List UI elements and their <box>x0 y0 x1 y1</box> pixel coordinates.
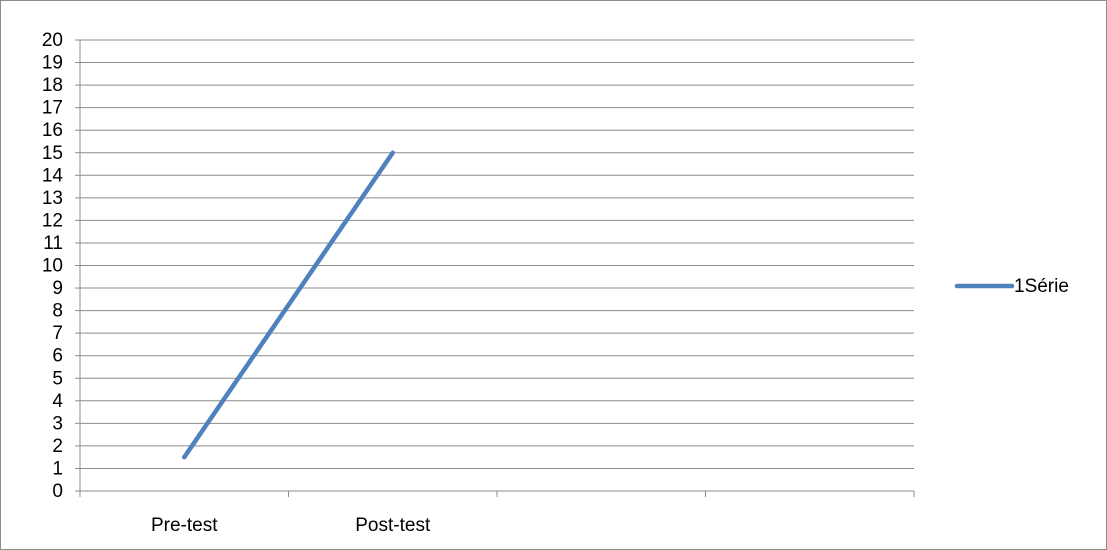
legend-label: 1Série <box>1014 276 1069 297</box>
y-tick-label: 18 <box>42 75 63 96</box>
y-tick-label: 6 <box>52 346 63 367</box>
y-tick-label: 11 <box>43 233 63 254</box>
y-tick-label: 0 <box>52 481 63 502</box>
y-tick-label: 9 <box>52 278 63 299</box>
x-tick-label: Post-test <box>355 515 431 536</box>
y-tick-label: 14 <box>42 165 64 186</box>
y-tick-label: 4 <box>52 391 63 412</box>
y-tick-label: 15 <box>42 143 63 164</box>
y-tick-label: 16 <box>42 120 63 141</box>
y-tick-label: 3 <box>52 413 63 434</box>
y-tick-label: 1 <box>52 458 63 479</box>
y-tick-label: 8 <box>52 301 63 322</box>
y-tick-label: 5 <box>52 368 63 389</box>
y-tick-label: 2 <box>52 436 63 457</box>
y-tick-label: 7 <box>52 323 63 344</box>
series-line <box>182 150 395 460</box>
y-tick-label: 12 <box>42 210 63 231</box>
y-tick-label: 17 <box>42 98 63 119</box>
y-tick-label: 13 <box>42 188 63 209</box>
y-tick-label: 20 <box>42 30 63 51</box>
y-tick-label: 10 <box>42 256 63 277</box>
x-tick-label: Pre-test <box>151 515 218 536</box>
y-tick-label: 19 <box>42 53 63 74</box>
